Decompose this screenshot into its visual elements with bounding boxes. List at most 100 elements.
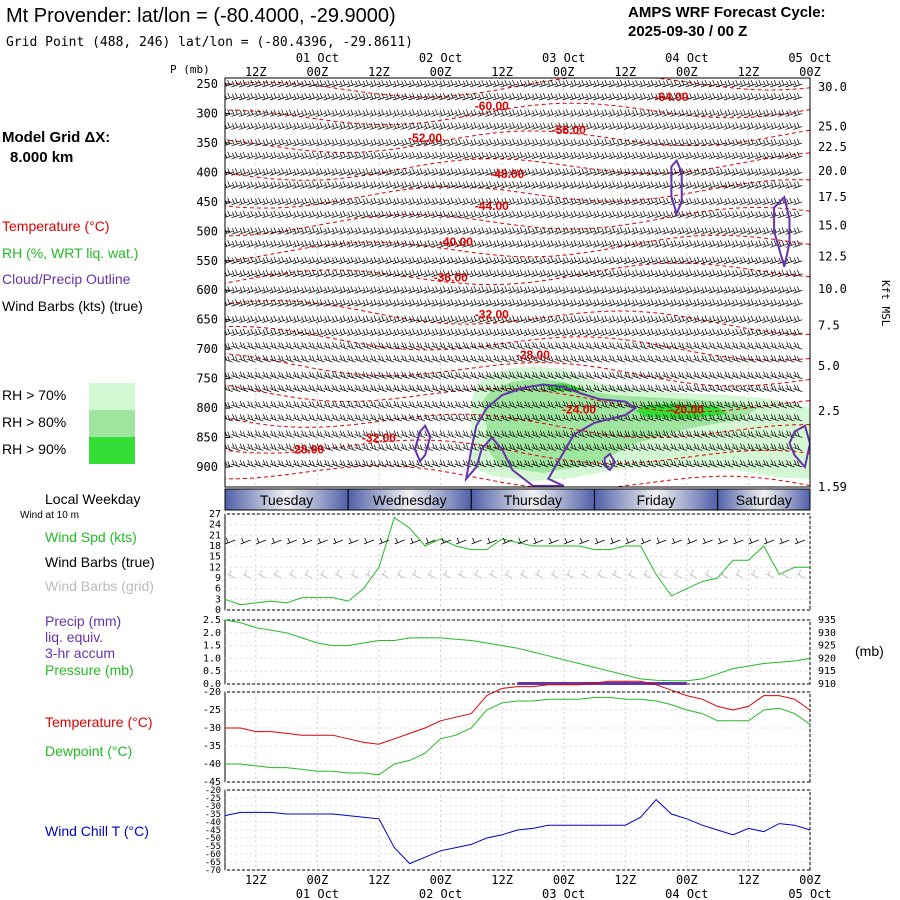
wind-barb	[562, 355, 572, 363]
wind-barb	[454, 210, 464, 219]
wind-barb	[639, 138, 649, 147]
wind-barb	[646, 92, 657, 101]
panel-y-tick: 12	[209, 562, 221, 573]
wind-barb	[339, 210, 349, 219]
wind-barb	[623, 430, 634, 438]
wind-barb	[516, 400, 526, 409]
wind-barb	[238, 430, 249, 438]
wind-barb	[439, 109, 449, 117]
wind-barb	[339, 443, 349, 451]
wind-barb	[723, 92, 734, 101]
wind-barb	[739, 109, 749, 117]
wind-barb	[231, 413, 241, 422]
wind-barb	[523, 168, 534, 176]
wind-barb	[439, 400, 449, 409]
wind-barb	[639, 459, 649, 468]
wind-barb	[600, 430, 610, 438]
wind-barb	[539, 459, 549, 468]
wind-barb	[292, 210, 303, 219]
wind-barb	[238, 227, 249, 235]
wind-barb	[300, 315, 310, 324]
wind-barb	[408, 328, 418, 337]
wind-barb	[777, 371, 788, 379]
wind-barb	[300, 443, 310, 451]
wind-barb	[362, 443, 372, 451]
wind-barb	[400, 151, 410, 160]
wind-barb	[308, 181, 318, 189]
wind-barb	[392, 342, 403, 350]
panel-y-tick: 0	[215, 605, 221, 616]
wind-barb	[369, 355, 380, 363]
wind-barb	[762, 342, 772, 350]
wind-barb	[646, 227, 657, 235]
wind-barb	[608, 286, 618, 294]
wind-barb	[377, 459, 387, 468]
wind-barb	[285, 79, 295, 88]
wind-barb	[369, 168, 380, 176]
wind-barb	[431, 197, 441, 206]
wind-barb	[523, 315, 534, 324]
wind-barb	[323, 79, 333, 88]
weekday-bar: Tuesday Wednesday Thursday Friday Saturday	[224, 488, 811, 511]
wind-barb	[269, 109, 279, 117]
wind-barb	[492, 122, 503, 130]
legend-rh: RH (%, WRT liq. wat.)	[2, 245, 138, 261]
wind-barb	[400, 355, 410, 363]
wind-barb	[315, 459, 326, 468]
wind-barb	[716, 371, 726, 379]
wind-barb	[677, 413, 687, 422]
wind-barb	[431, 256, 441, 265]
wind-barb	[323, 256, 333, 265]
wind-barb	[485, 109, 495, 117]
wind-barb	[246, 413, 256, 422]
wind-barb	[662, 286, 672, 294]
wind-barb	[623, 227, 634, 235]
wind-barb	[416, 342, 426, 350]
wind-barb	[292, 240, 303, 248]
wind-barb	[246, 315, 256, 324]
wind-barb	[431, 413, 441, 422]
wind-barb	[593, 122, 603, 130]
wind-barb	[585, 342, 595, 350]
wind-barb	[777, 328, 788, 337]
wind-barb	[693, 413, 703, 422]
wind-barb	[385, 400, 395, 409]
wind-barb	[285, 328, 295, 337]
wind-barb	[562, 342, 572, 350]
wind-barb	[315, 256, 326, 265]
wind-barb	[315, 269, 326, 278]
panel-y-tick: -55	[205, 842, 221, 852]
wind-barb	[331, 384, 341, 392]
wind-barb	[262, 269, 272, 278]
wind-barb	[785, 328, 795, 337]
wind-barb	[300, 269, 310, 278]
wind-barb	[747, 79, 757, 88]
wind-barb	[793, 109, 803, 117]
wind-barb	[300, 342, 310, 350]
grid-wind-barb	[704, 569, 713, 579]
wind-barb	[754, 109, 764, 117]
wind-barb	[469, 269, 480, 278]
wind-barb	[254, 355, 264, 363]
wind-barb	[323, 328, 333, 337]
wind-barb	[531, 197, 541, 206]
wind-barb	[238, 79, 249, 88]
wind-barb	[577, 197, 587, 206]
wind-barb	[300, 256, 310, 265]
wind-barb	[754, 256, 764, 265]
wind-barb	[469, 168, 480, 176]
wind-barb	[315, 122, 326, 130]
wind-barb	[747, 210, 757, 219]
wind-barb	[723, 79, 734, 88]
wind-barb	[292, 197, 303, 206]
wind-barb	[577, 240, 587, 248]
wind-barb	[285, 122, 295, 130]
wind-barb	[562, 413, 572, 422]
wind-barb	[346, 371, 356, 379]
wind-barb	[362, 371, 372, 379]
wind-barb	[569, 122, 580, 130]
legend-cloud: Cloud/Precip Outline	[2, 271, 131, 287]
wind-barb	[292, 122, 303, 130]
wind-barb	[439, 342, 449, 350]
wind-barb	[392, 168, 403, 176]
